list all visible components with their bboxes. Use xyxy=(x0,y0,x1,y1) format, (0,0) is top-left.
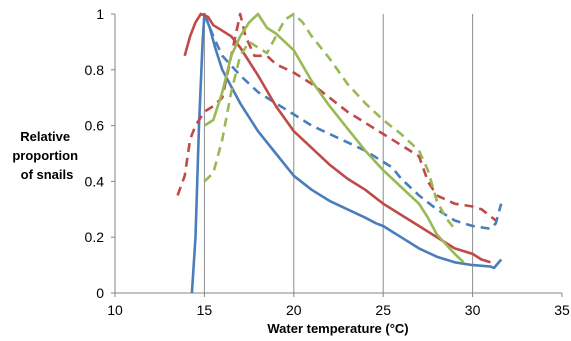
series-line-1-solid xyxy=(190,12,503,294)
x-tick-label: 35 xyxy=(554,302,570,318)
y-tick-label: 0 xyxy=(96,285,104,301)
x-tick-label: 15 xyxy=(197,302,213,318)
x-tick-label: 10 xyxy=(107,302,123,318)
y-tick-label: 0.6 xyxy=(85,118,105,134)
y-axis-title-line-2: proportion xyxy=(12,148,78,163)
series-line-6-dashed xyxy=(203,12,456,230)
series-line-4-dashed xyxy=(176,12,497,222)
y-axis-title-line-3: of snails xyxy=(21,167,74,182)
series-lines xyxy=(176,12,503,294)
y-axis-title: Relative proportion of snails xyxy=(12,129,81,182)
x-tick-label: 20 xyxy=(286,302,302,318)
x-tick-label: 30 xyxy=(465,302,481,318)
x-tick-label: 25 xyxy=(375,302,391,318)
y-tick-label: 1 xyxy=(96,6,104,22)
tick-labels: 0 0.2 0.4 0.6 0.8 1 10 15 20 25 30 35 xyxy=(85,6,570,318)
y-tick-label: 0.2 xyxy=(85,229,105,245)
vertical-gridlines xyxy=(203,14,474,293)
x-axis-title: Water temperature (°C) xyxy=(267,321,408,336)
y-tick-label: 0.4 xyxy=(85,173,105,189)
axes xyxy=(111,13,563,297)
series-line-5-solid xyxy=(203,12,465,264)
y-tick-label: 0.8 xyxy=(85,62,105,78)
y-axis-title-line-1: Relative xyxy=(20,129,70,144)
